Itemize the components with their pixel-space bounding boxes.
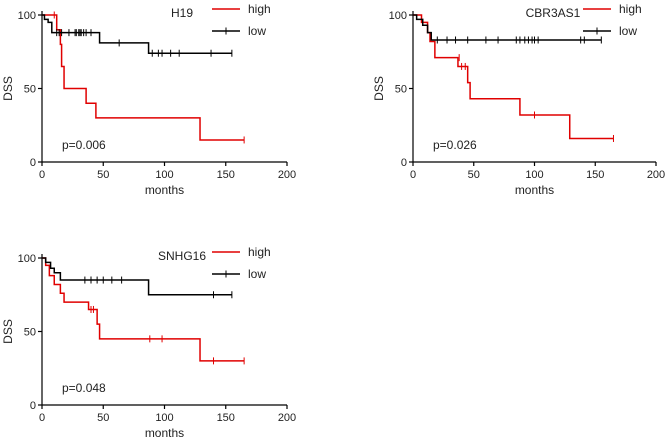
x-tick-label: 0 (39, 412, 45, 424)
km-curve-high (413, 14, 614, 140)
y-tick-label: 0 (30, 157, 36, 169)
y-tick-label: 50 (24, 84, 36, 96)
km-curve-low (42, 257, 232, 296)
legend-label-high: high (248, 245, 271, 259)
legend-label-high: high (619, 2, 642, 16)
km-curve-high (42, 14, 245, 141)
x-tick-label: 200 (278, 412, 296, 424)
legend-label-high: high (248, 2, 271, 16)
y-tick-label: 50 (395, 84, 407, 96)
x-tick-label: 50 (468, 169, 480, 181)
x-tick-label: 150 (217, 412, 235, 424)
panel-title: H19 (171, 6, 193, 20)
y-tick-label: 100 (18, 10, 36, 22)
x-tick-label: 200 (647, 169, 665, 181)
x-tick-label: 0 (39, 169, 45, 181)
km-curve-low (42, 14, 232, 54)
chart-panel-3: 0 50 100 150 200 0 50 100 months DSS SNHG16 p=0.048… (1, 245, 296, 438)
y-tick-label: 0 (401, 157, 407, 169)
y-tick-label: 100 (389, 10, 407, 22)
x-tick-label: 50 (97, 169, 109, 181)
chart-panel-1: 0 50 100 150 200 0 50 100 months DSS H19 p=0.006 hig… (1, 2, 296, 197)
panel-title: SNHG16 (158, 249, 206, 263)
y-axis-title: DSS (1, 76, 15, 101)
p-value-label: p=0.006 (62, 138, 106, 152)
y-axis-title: DSS (1, 319, 15, 344)
p-value-label: p=0.026 (433, 138, 477, 152)
x-tick-label: 50 (97, 412, 109, 424)
km-curve-low (413, 14, 602, 41)
x-tick-label: 150 (586, 169, 604, 181)
x-axis-title: months (145, 426, 184, 438)
x-axis-title: months (515, 183, 554, 197)
panel-title: CBR3AS1 (526, 6, 581, 20)
y-tick-label: 0 (30, 400, 36, 412)
y-tick-label: 50 (24, 327, 36, 339)
x-tick-label: 200 (278, 169, 296, 181)
x-tick-label: 150 (217, 169, 235, 181)
x-tick-label: 0 (410, 169, 416, 181)
x-tick-label: 100 (525, 169, 543, 181)
y-tick-label: 100 (18, 253, 36, 265)
y-axis-title: DSS (372, 76, 386, 101)
x-axis-title: months (145, 183, 184, 197)
legend-label-low: low (619, 24, 637, 38)
x-tick-label: 100 (155, 412, 173, 424)
x-tick-label: 100 (155, 169, 173, 181)
p-value-label: p=0.048 (62, 381, 106, 395)
km-curve-high (42, 257, 245, 362)
legend-label-low: low (248, 24, 266, 38)
chart-panel-2: 0 50 100 150 200 0 50 100 months DSS CBR3AS1 p=0.02… (372, 2, 665, 197)
legend-label-low: low (248, 267, 266, 281)
